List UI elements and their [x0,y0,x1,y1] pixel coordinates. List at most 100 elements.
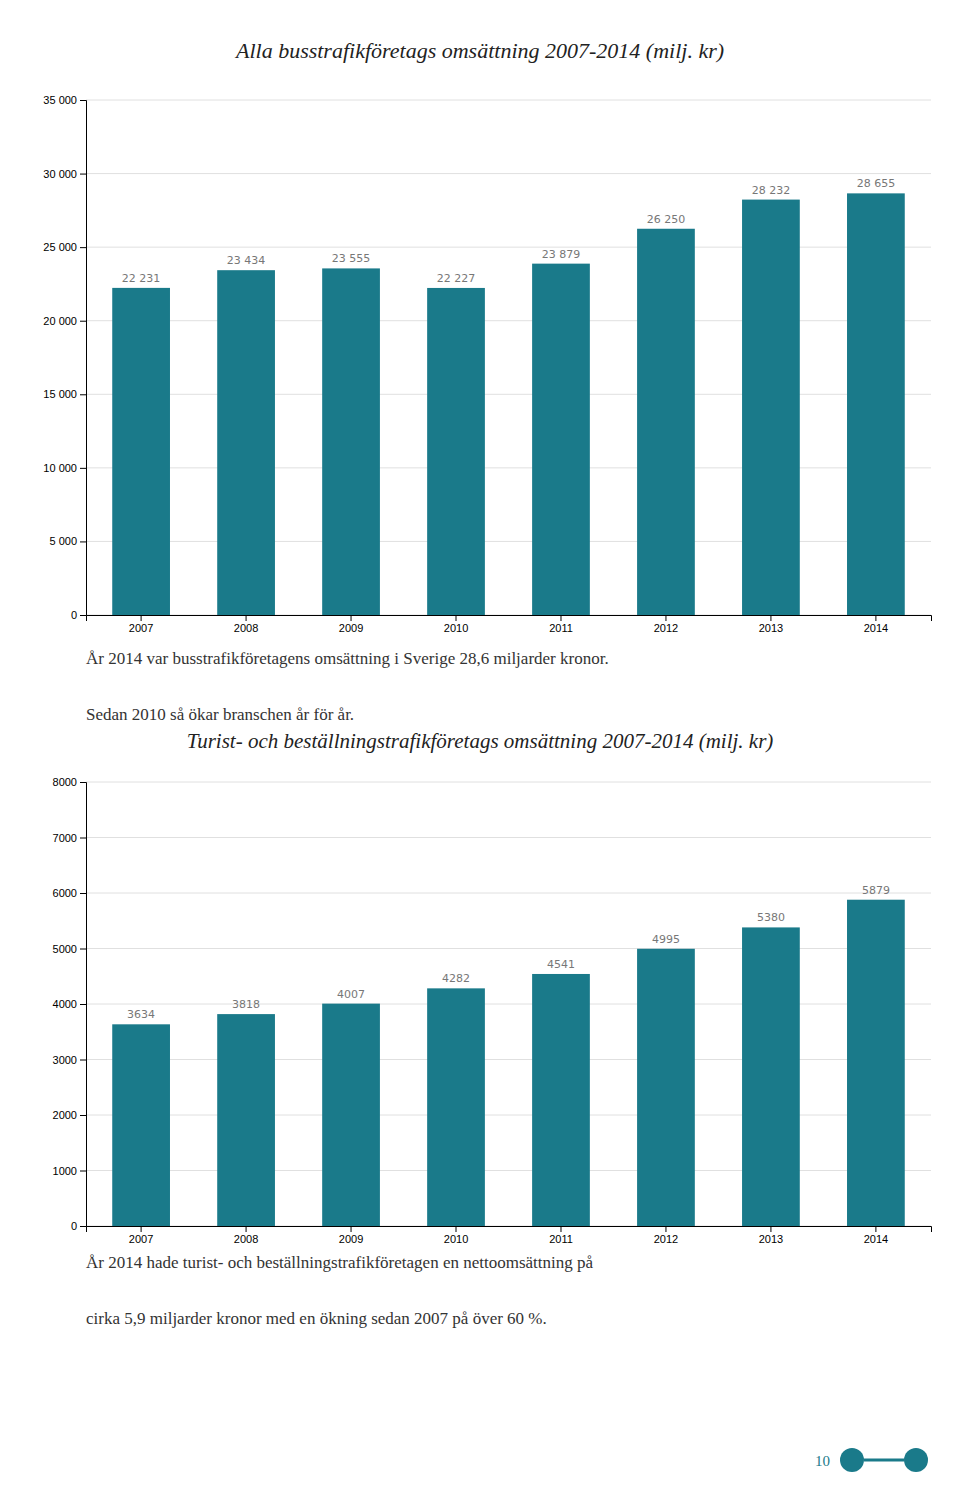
grid-line [86,1004,931,1005]
tick: 2010 [444,1226,468,1245]
bar [847,193,905,615]
tick-label: 0 [71,609,77,621]
tick: 2011 [549,615,573,634]
tick-label: 7000 [53,832,77,844]
bar [532,264,590,615]
axis-line [87,616,932,622]
grid-line [86,782,931,783]
grid-line [86,893,931,894]
tick-mark [80,468,86,469]
tick-mark [770,615,771,621]
tick: 2014 [864,615,888,634]
tick: 0 [71,1220,86,1232]
tick: 2008 [234,615,258,634]
tick-label: 2009 [339,622,363,634]
tick: 2013 [759,1226,783,1245]
grid-line [86,1170,931,1171]
tick-mark [351,615,352,621]
tick: 2013 [759,615,783,634]
tick-label: 2009 [339,1233,363,1245]
chart: Alla busstrafikföretags omsättning 2007-… [43,38,931,724]
bar [427,988,485,1226]
tick-label: 0 [71,1220,77,1232]
tick: 2007 [129,615,153,634]
bar [112,288,170,615]
tick: 2014 [864,1226,888,1245]
tick: 3000 [53,1054,86,1066]
tick: 2010 [444,615,468,634]
annotation: År 2014 var busstrafikföretagens omsättn… [86,649,609,668]
chart: Turist- och beställningstrafikföretags o… [53,729,932,1328]
tick-label: 5000 [53,943,77,955]
tick-mark [141,615,142,621]
tick-label: 2013 [759,622,783,634]
tick-label: 2011 [549,1233,573,1245]
grid-line [86,173,931,174]
tick: 1000 [53,1165,86,1177]
tick-mark [560,615,561,621]
page-number: 10 [815,1453,830,1469]
tick-label: 20 000 [43,315,77,327]
tick-label: 3000 [53,1054,77,1066]
data-label: 23 434 [227,254,266,267]
tick: 6000 [53,887,86,899]
tick: 5000 [53,943,86,955]
axis-line [87,1227,932,1233]
tick-mark [80,1004,86,1005]
grid [86,100,931,615]
grid-line [86,100,931,101]
x-axis: 2007 2008 2009 2010 2011 2012 2013 2014 [87,615,932,634]
bar [532,974,590,1226]
tick-label: 2012 [654,1233,678,1245]
icon-part [840,1448,864,1472]
tick-mark [246,615,247,621]
data-label: 5879 [862,884,890,897]
y-axis: 05 00010 00015 00020 00025 00030 00035 0… [43,94,86,621]
tick-mark [80,1171,86,1172]
tick-mark [560,1226,561,1232]
grid-line [86,1115,931,1116]
tick-label: 2008 [234,622,258,634]
tick: 30 000 [43,168,86,180]
tick-label: 2007 [129,622,153,634]
data-label: 26 250 [647,213,686,226]
tick: 2008 [234,1226,258,1245]
bar [637,949,695,1226]
tick-label: 2000 [53,1109,77,1121]
tick: 2012 [654,615,678,634]
tick-label: 2007 [129,1233,153,1245]
tick-label: 2008 [234,1233,258,1245]
tick: 2011 [549,1226,573,1245]
tick-label: 2013 [759,1233,783,1245]
data-labels: 22 23123 43423 55522 22723 87926 25028 2… [122,177,895,285]
tick-label: 2010 [444,1233,468,1245]
grid-line [86,541,931,542]
data-label: 4541 [547,958,575,971]
tick-mark [80,174,86,175]
tick-mark [80,838,86,839]
data-label: 3818 [232,998,260,1011]
data-label: 5380 [757,911,785,924]
grid-line [86,1059,931,1060]
bar [742,927,800,1226]
tick-mark [80,1115,86,1116]
grid-line [86,837,931,838]
data-label: 28 655 [857,177,896,190]
bar [427,288,485,615]
bar [742,200,800,615]
data-label: 4007 [337,988,365,1001]
data-label: 4282 [442,972,470,985]
axis-line [80,101,87,616]
tick: 15 000 [43,388,86,400]
bars [112,193,905,615]
tick: 2000 [53,1109,86,1121]
tick-label: 2011 [549,622,573,634]
grid-line [86,320,931,321]
bar [847,900,905,1226]
tick-label: 25 000 [43,241,77,253]
tick-label: 2014 [864,622,888,634]
tick-mark [80,949,86,950]
tick: 5 000 [49,535,86,547]
tick-mark [80,321,86,322]
tick-mark [456,1226,457,1232]
